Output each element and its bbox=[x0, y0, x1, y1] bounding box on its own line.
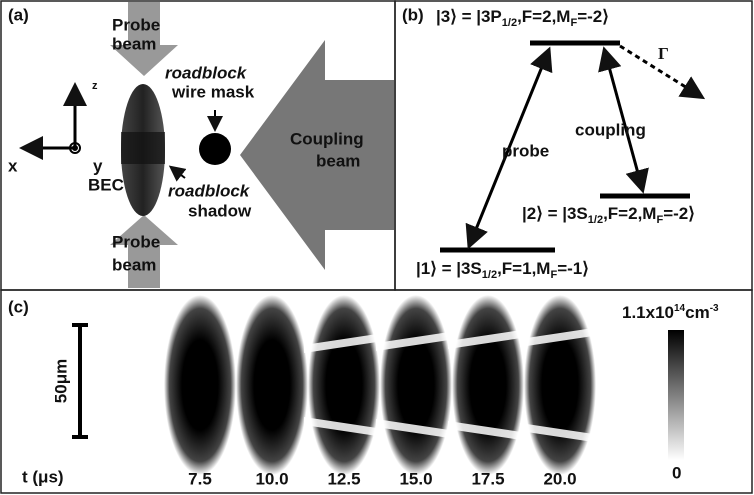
time-label: 12.5 bbox=[327, 469, 360, 488]
cloud-image bbox=[164, 295, 236, 475]
label-part: 1.1x10 bbox=[622, 303, 674, 322]
colorbar-min: 0 bbox=[672, 463, 681, 482]
time-axis-label: t (μs) bbox=[22, 467, 64, 486]
cloud-image bbox=[236, 295, 308, 475]
label-part: -3 bbox=[710, 303, 719, 314]
axis-label: x bbox=[8, 156, 18, 175]
probe-beam-bottom bbox=[110, 215, 178, 288]
label-part: =-2⟩ bbox=[577, 7, 609, 26]
cloud-image bbox=[524, 295, 596, 475]
panel-label: (c) bbox=[8, 297, 29, 316]
panel-label: (b) bbox=[402, 5, 424, 24]
colorbar-max: 1.1x1014cm-3 bbox=[622, 303, 719, 323]
probe-label: probe bbox=[502, 141, 549, 160]
probe-label: Probe bbox=[112, 232, 160, 251]
panel-label: (a) bbox=[8, 5, 29, 24]
cloud-image bbox=[380, 295, 452, 475]
scale-label: 50μm bbox=[51, 359, 70, 403]
shadow-label: roadblock bbox=[168, 181, 251, 200]
state-label: |2⟩ = |3S1/2,F=2,MF=-2⟩ bbox=[522, 204, 695, 225]
decay-label: Γ bbox=[658, 44, 669, 63]
label-part: 1/2 bbox=[588, 214, 603, 226]
mask-label: wire mask bbox=[171, 82, 255, 101]
axes-icon bbox=[25, 88, 215, 178]
coupling-label: beam bbox=[316, 151, 360, 170]
probe-label: beam bbox=[112, 34, 156, 53]
label-part: |1⟩ = |3S bbox=[416, 259, 482, 278]
label-part: =-1⟩ bbox=[557, 259, 589, 278]
time-label: 10.0 bbox=[255, 469, 288, 488]
coupling-label: Coupling bbox=[290, 129, 364, 148]
label-part: 14 bbox=[674, 303, 686, 314]
cloud-image bbox=[452, 295, 524, 475]
label-part: ,F=1,M bbox=[497, 259, 550, 278]
figure: (a) Probe beam z x y BEC roadblock wire … bbox=[0, 0, 754, 495]
time-label: 17.5 bbox=[471, 469, 504, 488]
label-part: 1/2 bbox=[482, 269, 497, 281]
probe-label: Probe bbox=[112, 15, 160, 34]
wire-mask bbox=[199, 133, 231, 165]
time-label: 7.5 bbox=[188, 469, 212, 488]
label-part: |3⟩ = |3P bbox=[436, 7, 502, 26]
bec-label: BEC bbox=[88, 175, 124, 194]
state-label: |3⟩ = |3P1/2,F=2,MF=-2⟩ bbox=[436, 7, 609, 28]
label-part: 1/2 bbox=[502, 17, 517, 29]
state-label: |1⟩ = |3S1/2,F=1,MF=-1⟩ bbox=[416, 259, 589, 280]
cloud-image bbox=[308, 295, 380, 475]
label-part: cm bbox=[685, 303, 710, 322]
time-label: 20.0 bbox=[543, 469, 576, 488]
label-part: =-2⟩ bbox=[663, 204, 695, 223]
scale-bar bbox=[72, 325, 88, 437]
probe-label: beam bbox=[112, 255, 156, 274]
axis-label: z bbox=[92, 80, 98, 92]
colorbar bbox=[668, 330, 684, 460]
shadow-label: shadow bbox=[188, 201, 252, 220]
mask-label: roadblock bbox=[165, 63, 248, 82]
label-part: ,F=2,M bbox=[603, 204, 656, 223]
label-part: |2⟩ = |3S bbox=[522, 204, 588, 223]
time-label: 15.0 bbox=[399, 469, 432, 488]
coupling-label: coupling bbox=[575, 120, 646, 139]
axis-label: y bbox=[93, 156, 103, 175]
label-part: ,F=2,M bbox=[517, 7, 570, 26]
bec-shadow bbox=[121, 132, 165, 164]
